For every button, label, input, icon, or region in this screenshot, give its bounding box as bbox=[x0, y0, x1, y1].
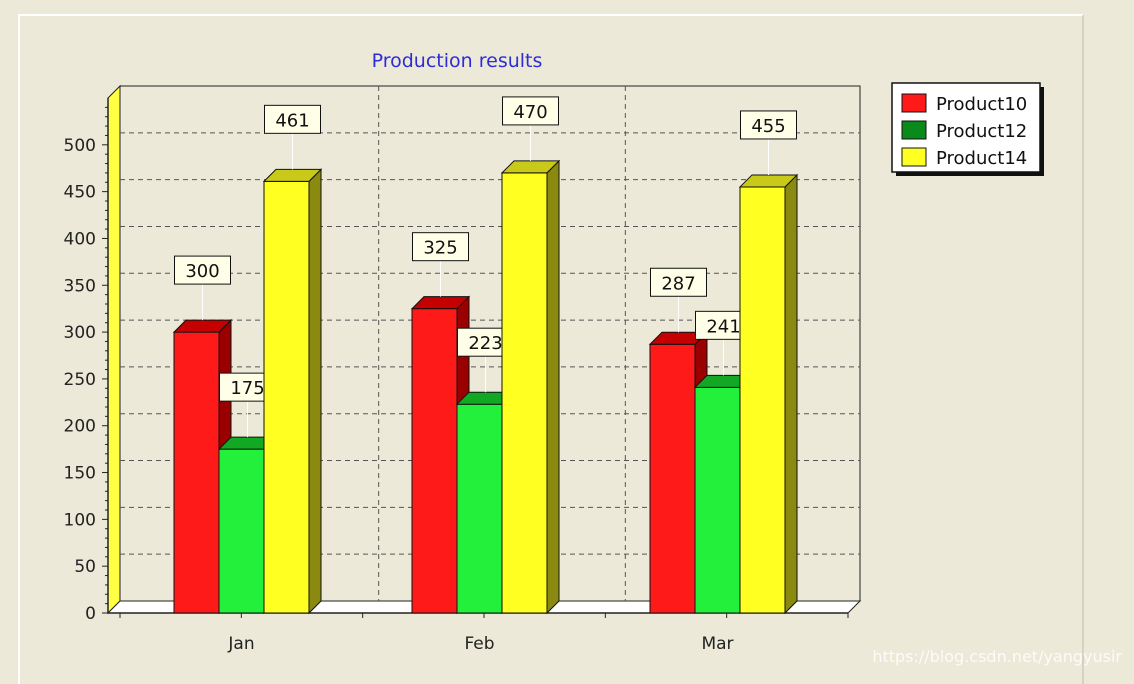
bar-Product10-Jan bbox=[173, 331, 220, 614]
bar-top-Product14-Feb bbox=[500, 160, 561, 174]
value-label-Product12-Mar: 241 bbox=[706, 316, 740, 337]
value-label-Product14-Jan: 461 bbox=[275, 110, 309, 131]
bar-Product12-Mar bbox=[694, 386, 741, 614]
value-label-box bbox=[412, 232, 469, 262]
value-label-box bbox=[740, 110, 797, 140]
bar-side-Product14-Jan bbox=[308, 168, 322, 615]
y-tick-label: 50 bbox=[74, 557, 96, 577]
legend-swatch-Product10 bbox=[901, 93, 927, 113]
y-tick-label: 200 bbox=[64, 417, 96, 437]
bar-Product12-Feb bbox=[456, 403, 503, 614]
legend-label-Product14: Product14 bbox=[936, 148, 1027, 169]
y-tick-label: 0 bbox=[85, 604, 96, 624]
value-label-Product10-Feb: 325 bbox=[423, 238, 457, 259]
bar-Product12-Jan bbox=[218, 448, 265, 614]
y-tick-label: 400 bbox=[64, 229, 96, 249]
chart-title: Production results bbox=[372, 50, 543, 72]
bar-top-Product14-Jan bbox=[262, 168, 323, 182]
y-tick-label: 100 bbox=[64, 510, 96, 530]
bar-Product10-Feb bbox=[411, 308, 458, 614]
value-label-box bbox=[174, 255, 231, 285]
bar-Product14-Mar bbox=[739, 186, 786, 614]
value-label-box bbox=[502, 96, 559, 126]
value-label-Product14-Feb: 470 bbox=[513, 102, 547, 123]
y-tick-label: 350 bbox=[64, 276, 96, 296]
plot-left-wall bbox=[107, 84, 121, 615]
value-label-Product10-Jan: 300 bbox=[185, 261, 219, 282]
y-tick-label: 500 bbox=[64, 136, 96, 156]
legend-label-Product10: Product10 bbox=[936, 94, 1027, 115]
x-tick-label: Feb bbox=[464, 634, 494, 654]
y-tick-label: 300 bbox=[64, 323, 96, 343]
chart-panel bbox=[18, 14, 1084, 684]
bar-top-Product10-Jan bbox=[172, 319, 233, 333]
x-tick-label: Jan bbox=[227, 634, 254, 654]
value-label-Product12-Jan: 175 bbox=[230, 378, 264, 399]
legend-swatch-Product12 bbox=[901, 120, 927, 140]
value-label-Product12-Feb: 223 bbox=[468, 333, 502, 354]
bar-side-Product14-Feb bbox=[546, 159, 560, 615]
bar-Product10-Mar bbox=[649, 343, 696, 614]
y-tick-label: 150 bbox=[64, 464, 96, 484]
bar-side-Product14-Mar bbox=[784, 173, 798, 615]
y-tick-label: 450 bbox=[64, 183, 96, 203]
value-label-Product10-Mar: 287 bbox=[661, 273, 695, 294]
watermark-text: https://blog.csdn.net/yangyusir bbox=[872, 647, 1122, 666]
legend-label-Product12: Product12 bbox=[936, 121, 1027, 142]
bar-Product14-Jan bbox=[263, 180, 310, 614]
value-label-box bbox=[264, 104, 321, 134]
x-tick-label: Mar bbox=[701, 634, 733, 654]
bar-Product14-Feb bbox=[501, 172, 548, 614]
value-label-box bbox=[650, 267, 707, 297]
bar-top-Product14-Mar bbox=[738, 174, 799, 188]
legend-swatch-Product14 bbox=[901, 147, 927, 167]
y-tick-label: 250 bbox=[64, 370, 96, 390]
value-label-Product14-Mar: 455 bbox=[751, 116, 785, 137]
bar-top-Product10-Feb bbox=[410, 296, 471, 310]
